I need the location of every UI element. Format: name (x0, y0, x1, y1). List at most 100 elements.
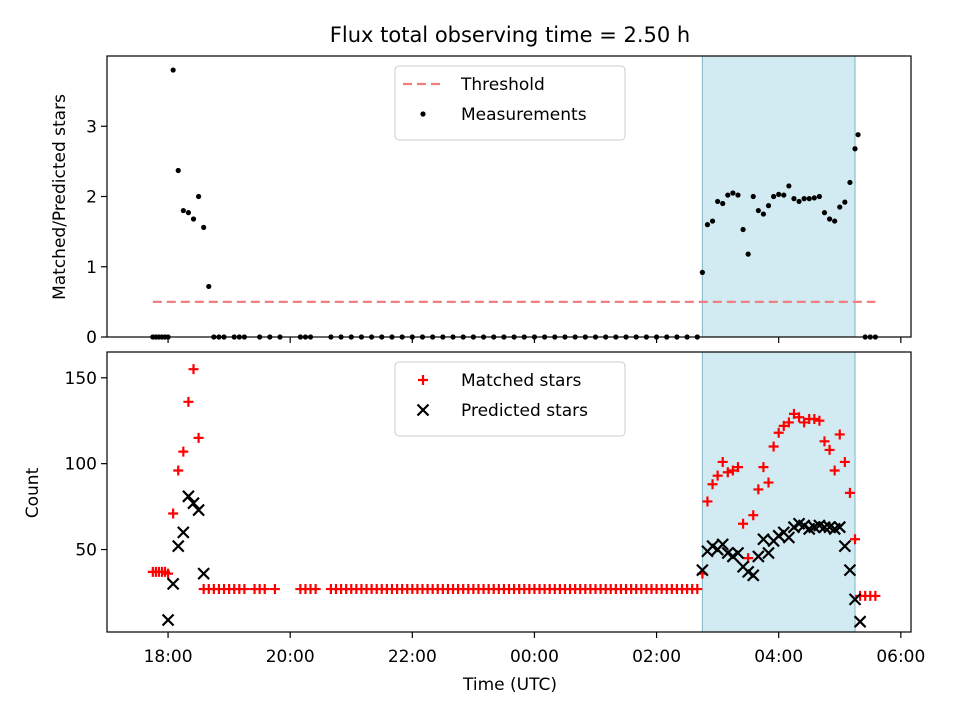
measurement-point (771, 193, 777, 200)
legend-label: Threshold (460, 75, 545, 95)
measurement-point (847, 179, 853, 186)
predicted-point (762, 546, 775, 560)
predicted-point (716, 538, 729, 551)
matched-point (239, 584, 250, 595)
measurement-point (725, 192, 731, 198)
predicted-point (182, 490, 195, 503)
predicted-point (746, 569, 760, 582)
measurement-point (801, 196, 807, 202)
measurement-point (826, 216, 833, 222)
measurement-point (720, 200, 726, 207)
xtick-label: 02:00 (632, 647, 681, 667)
predicted-point (848, 593, 862, 606)
legend: Matched stars Predicted stars (394, 361, 626, 437)
matched-point (722, 467, 733, 478)
matched-point (809, 413, 820, 424)
matched-point (763, 477, 774, 488)
ytick-label: 2 (86, 188, 97, 208)
matched-point (748, 510, 759, 521)
measurement-point (816, 193, 823, 200)
ytick-label: 50 (75, 541, 97, 561)
predicted-point (192, 503, 205, 517)
measurement-point (709, 218, 716, 224)
matched-point (702, 496, 713, 507)
predicted-point (161, 613, 175, 627)
matched-point (778, 420, 789, 431)
xtick-label: 18:00 (144, 647, 193, 667)
predicted-point (171, 539, 185, 553)
matched-point (178, 446, 189, 457)
matched-point (824, 444, 835, 455)
legend-label: Predicted stars (461, 401, 588, 421)
measurement-point (206, 283, 212, 290)
matched-point (717, 456, 728, 467)
measurement-point (786, 183, 792, 189)
bottom-xlabel: Time (UTC) (462, 675, 557, 695)
measurement-point (180, 207, 186, 214)
matched-point (850, 534, 861, 545)
predicted-point (833, 520, 847, 534)
matched-point (193, 432, 204, 443)
predicted-point (731, 546, 745, 560)
measurement-point (745, 251, 751, 257)
measurement-point (715, 198, 721, 205)
measurement-point (175, 167, 181, 174)
ytick-label: 100 (65, 455, 97, 475)
matched-point (753, 484, 764, 495)
legend-matched-swatch (418, 375, 428, 385)
series-2 (161, 490, 867, 628)
matched-point (173, 465, 184, 476)
legend-box (394, 65, 626, 141)
matched-point (707, 479, 718, 490)
ytick-label: 150 (65, 369, 97, 389)
xtick-label: 20:00 (266, 647, 315, 667)
matched-point (168, 508, 179, 519)
measurement-point (765, 203, 772, 209)
predicted-point (843, 563, 857, 577)
measurement-point (781, 192, 787, 198)
measurement-point (806, 196, 812, 202)
top-panel: Matched/Predicted stars 0 1 2 3 Threshold Mea… (50, 55, 912, 348)
measurement-point (201, 224, 207, 231)
matched-point (834, 429, 845, 440)
measurement-point (842, 199, 848, 205)
legend: Threshold Measurements (394, 65, 626, 141)
measurement-point (750, 193, 756, 200)
measurement-point (791, 196, 797, 202)
ytick-label: 0 (86, 328, 97, 348)
measurement-point (811, 195, 817, 201)
measurement-point (821, 210, 828, 216)
matched-point (163, 568, 174, 579)
matched-point (188, 364, 199, 375)
matched-point (794, 412, 805, 423)
axes-frame (106, 351, 912, 633)
measurement-point (730, 190, 736, 196)
predicted-point (818, 520, 831, 534)
measurement-point (735, 192, 741, 198)
predicted-point (752, 550, 765, 563)
predicted-point (757, 532, 770, 546)
matched-point (870, 590, 881, 601)
matched-point (814, 415, 825, 426)
measurement-point (704, 222, 711, 228)
xtick-label: 06:00 (876, 647, 925, 667)
top-ylabel: Matched/Predicted stars (50, 94, 70, 300)
legend-label: Matched stars (461, 371, 581, 391)
matched-point (259, 584, 270, 595)
matched-point (819, 436, 830, 447)
matched-point (768, 441, 779, 452)
legend-measurement-swatch (420, 111, 426, 117)
predicted-point (782, 531, 796, 544)
ytick-label: 3 (86, 117, 97, 137)
predicted-point (197, 567, 210, 580)
measurement-point (855, 132, 861, 138)
measurement-point (796, 198, 802, 205)
legend-predicted-swatch (416, 403, 430, 417)
matched-point (183, 396, 194, 407)
matched-point (844, 487, 855, 498)
chart-title: Flux total observing time = 2.50 h (330, 23, 690, 47)
predicted-point (187, 496, 200, 510)
measurement-point (740, 226, 746, 233)
matched-point (727, 465, 738, 476)
